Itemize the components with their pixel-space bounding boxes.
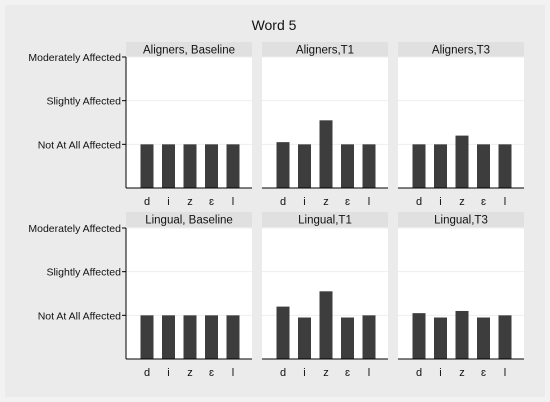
- panel-title: Lingual,T3: [434, 215, 488, 227]
- bar: [455, 310, 469, 359]
- bar: [298, 144, 311, 188]
- x-tick-label: z: [187, 367, 193, 379]
- bar: [276, 306, 290, 359]
- x-tick-label: ɛ: [345, 367, 350, 379]
- panel: Aligners,T1 d i z ɛ l: [262, 42, 388, 208]
- y-tick-label: Moderately Affected: [28, 52, 121, 64]
- bar: [434, 317, 447, 359]
- bar: [162, 315, 175, 359]
- panel-strip: [262, 42, 388, 57]
- panel: Aligners, Baseline d i z ɛ l Not At All Affect…: [28, 42, 252, 208]
- bar: [298, 317, 311, 359]
- x-tick-label: i: [167, 196, 169, 208]
- x-tick-label: d: [416, 367, 422, 379]
- x-tick-label: ɛ: [481, 367, 486, 379]
- y-tick-label: Not At All Affected: [38, 310, 121, 322]
- x-tick-label: l: [504, 196, 506, 208]
- x-tick-label: d: [280, 367, 286, 379]
- y-tick-label: Not At All Affected: [38, 139, 121, 151]
- bar: [276, 142, 290, 188]
- panel-title: Lingual,T1: [298, 215, 352, 227]
- x-tick-label: ɛ: [345, 196, 350, 208]
- bar: [183, 144, 197, 188]
- bar: [412, 144, 426, 188]
- x-tick-label: d: [416, 196, 422, 208]
- panel-title: Aligners,T3: [432, 45, 490, 57]
- bar: [319, 120, 333, 188]
- bar: [205, 144, 218, 188]
- bar: [226, 144, 240, 188]
- bar: [362, 315, 376, 359]
- x-tick-label: d: [144, 367, 150, 379]
- x-tick-label: l: [232, 367, 234, 379]
- panel-strip: [262, 212, 388, 227]
- x-tick-label: d: [280, 196, 286, 208]
- bar: [226, 315, 240, 359]
- x-tick-label: z: [323, 196, 329, 208]
- chart-title: Word 5: [252, 17, 297, 33]
- y-tick-label: Slightly Affected: [46, 96, 121, 108]
- bar: [477, 317, 490, 359]
- panel-strip: [398, 42, 524, 57]
- panel: Aligners,T3 d i z ɛ l: [398, 42, 524, 208]
- bar: [434, 144, 447, 188]
- bar: [319, 291, 333, 359]
- bar: [455, 135, 469, 188]
- x-tick-label: i: [167, 367, 169, 379]
- bar: [498, 315, 512, 359]
- x-tick-label: l: [504, 367, 506, 379]
- panel: Lingual, Baseline d i z ɛ l Not At All Affecte…: [28, 212, 252, 379]
- bar: [162, 144, 175, 188]
- bar: [205, 315, 218, 359]
- y-tick-label: Slightly Affected: [46, 267, 121, 279]
- x-tick-label: l: [368, 367, 370, 379]
- x-tick-label: l: [368, 196, 370, 208]
- x-tick-label: i: [439, 367, 441, 379]
- x-tick-label: z: [187, 196, 193, 208]
- bar: [183, 315, 197, 359]
- x-tick-label: ɛ: [209, 196, 214, 208]
- panel-strip: [398, 212, 524, 227]
- panel-strip: [126, 42, 252, 57]
- panel-grid: Aligners, Baseline d i z ɛ l Not At All Affect…: [28, 42, 524, 379]
- bar: [362, 144, 376, 188]
- bar: [140, 144, 154, 188]
- x-tick-label: i: [439, 196, 441, 208]
- panel-strip: [126, 212, 252, 227]
- panel: Lingual,T3 d i z ɛ l: [398, 212, 524, 379]
- panel: Lingual,T1 d i z ɛ l: [262, 212, 388, 379]
- x-tick-label: z: [459, 196, 465, 208]
- panel-title: Lingual, Baseline: [145, 215, 233, 227]
- bar: [498, 144, 512, 188]
- x-tick-label: ɛ: [209, 367, 214, 379]
- x-tick-label: i: [303, 196, 305, 208]
- panel-title: Aligners,T1: [296, 45, 354, 57]
- x-tick-label: d: [144, 196, 150, 208]
- x-tick-label: l: [232, 196, 234, 208]
- bar: [477, 144, 490, 188]
- bar: [412, 313, 426, 359]
- bar: [341, 144, 354, 188]
- x-tick-label: i: [303, 367, 305, 379]
- x-tick-label: ɛ: [481, 196, 486, 208]
- x-tick-label: z: [459, 367, 465, 379]
- bar: [341, 317, 354, 359]
- panel-title: Aligners, Baseline: [143, 45, 235, 57]
- y-tick-label: Moderately Affected: [28, 223, 121, 235]
- bar: [140, 315, 154, 359]
- x-tick-label: z: [323, 367, 329, 379]
